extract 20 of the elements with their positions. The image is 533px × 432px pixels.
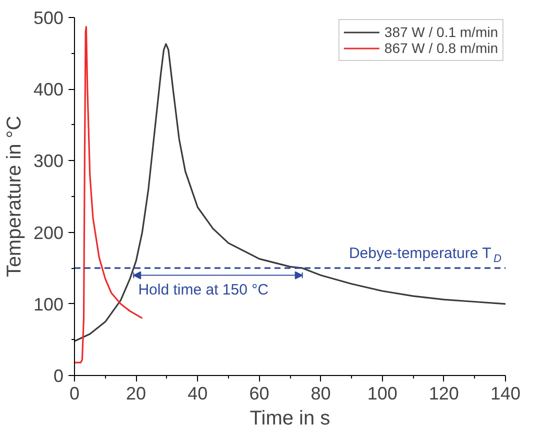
line-series	[74, 43, 506, 342]
y-tick-label: 500	[33, 8, 64, 28]
x-tick-label: 20	[126, 384, 146, 404]
x-tick-label: 100	[367, 384, 398, 404]
y-tick-label: 400	[33, 80, 64, 100]
x-tick-label: 40	[188, 384, 208, 404]
x-tick-label: 0	[69, 384, 80, 404]
x-axis-title: Time in s	[250, 408, 330, 430]
y-tick-label: 200	[33, 222, 64, 243]
y-tick-label: 100	[33, 294, 64, 314]
x-tick-label: 60	[249, 384, 270, 404]
legend-label: 867 W / 0.8 m/min	[384, 40, 498, 56]
x-tick-label: 80	[310, 384, 331, 404]
y-axis-title: Temperature in °C	[3, 116, 26, 278]
legend-label: 387 W / 0.1 m/min	[384, 24, 498, 40]
annotation: Hold time at 150 °C	[138, 281, 269, 298]
x-tick-label: 140	[490, 384, 521, 404]
y-tick-label: 300	[33, 151, 64, 172]
y-tick-label: 0	[53, 366, 64, 386]
x-tick-label: 120	[428, 384, 459, 404]
